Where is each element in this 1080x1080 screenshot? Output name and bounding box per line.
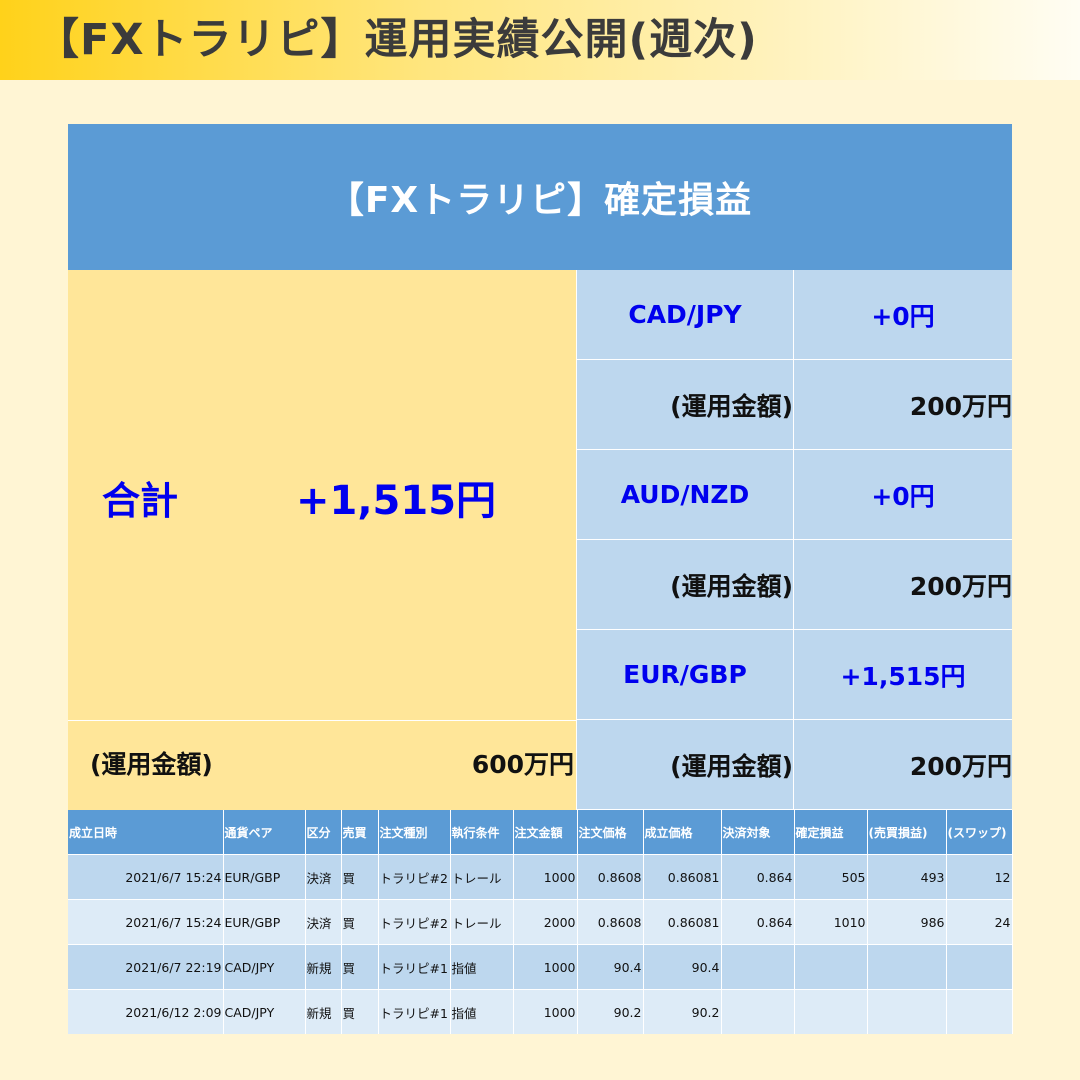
table-cell: 24 — [946, 899, 1013, 945]
pair-capital-label: (運用金額) — [576, 360, 793, 450]
pair-profit: +0円 — [793, 450, 1012, 540]
table-cell: 0.86081 — [643, 899, 722, 945]
table-cell: EUR/GBP — [223, 854, 306, 900]
table-row: 2021/6/7 15:24 EUR/GBP 決済 買 トラリピ#2 トレール … — [68, 854, 1013, 900]
column-header: 確定損益 — [794, 810, 868, 855]
column-header: 注文種別 — [378, 810, 451, 855]
table-cell: 1010 — [794, 899, 868, 945]
pair-capital-value: 200万円 — [793, 360, 1012, 450]
table-cell: トレール — [450, 854, 514, 900]
trade-table: 成立日時 通貨ペア 区分 売買 注文種別 執行条件 注文金額 注文価格 成立価格… — [68, 810, 1013, 1034]
table-cell: 90.2 — [643, 989, 722, 1034]
table-row: 2021/6/12 2:09 CAD/JPY 新規 買 トラリピ#1 指値 10… — [68, 989, 1013, 1034]
pair-name: AUD/NZD — [576, 450, 793, 540]
table-cell: 買 — [341, 989, 379, 1034]
total-label: 合計 — [102, 479, 179, 523]
table-cell: 2021/6/7 15:24 — [68, 899, 224, 945]
panel-header: 【FXトラリピ】確定損益 — [68, 124, 1012, 270]
table-cell: 新規 — [305, 989, 342, 1034]
table-cell: 986 — [867, 899, 947, 945]
table-cell: トレール — [450, 899, 514, 945]
column-header: 成立価格 — [643, 810, 722, 855]
table-header-row: 成立日時 通貨ペア 区分 売買 注文種別 執行条件 注文金額 注文価格 成立価格… — [68, 810, 1013, 855]
column-header: 通貨ペア — [223, 810, 306, 855]
total-capital-label: (運用金額) — [90, 750, 213, 779]
table-cell: 12 — [946, 854, 1013, 900]
table-row: 2021/6/7 22:19 CAD/JPY 新規 買 トラリピ#1 指値 10… — [68, 944, 1013, 990]
column-header: (スワップ) — [946, 810, 1013, 855]
table-cell — [867, 989, 947, 1034]
column-header: 売買 — [341, 810, 379, 855]
table-cell: トラリピ#2 — [378, 899, 451, 945]
column-header: (売買損益) — [867, 810, 947, 855]
total-capital-row: (運用金額) 600万円 — [68, 720, 576, 810]
pair-grid: CAD/JPY +0円 (運用金額) 200万円 AUD/NZD +0円 (運用… — [576, 270, 1012, 810]
table-cell: 指値 — [450, 989, 514, 1034]
pair-profit: +1,515円 — [793, 630, 1012, 720]
pair-capital-value: 200万円 — [793, 540, 1012, 630]
table-cell — [721, 944, 795, 990]
total-box: 合計 +1,515円 — [68, 270, 576, 720]
table-cell: 1000 — [513, 854, 578, 900]
table-cell: 0.86081 — [643, 854, 722, 900]
table-cell: 493 — [867, 854, 947, 900]
table-cell — [946, 944, 1013, 990]
table-cell: トラリピ#2 — [378, 854, 451, 900]
table-cell: トラリピ#1 — [378, 944, 451, 990]
pair-capital-value: 200万円 — [793, 720, 1012, 810]
table-cell: 2000 — [513, 899, 578, 945]
table-cell: 0.8608 — [577, 899, 644, 945]
table-cell: 0.8608 — [577, 854, 644, 900]
table-cell: 買 — [341, 944, 379, 990]
total-capital-value: 600万円 — [471, 750, 574, 779]
column-header: 成立日時 — [68, 810, 224, 855]
table-cell — [721, 989, 795, 1034]
table-cell: 1000 — [513, 944, 578, 990]
table-cell: 決済 — [305, 854, 342, 900]
column-header: 区分 — [305, 810, 342, 855]
pair-capital-label: (運用金額) — [576, 720, 793, 810]
table-cell — [946, 989, 1013, 1034]
top-banner — [0, 0, 1080, 80]
table-cell: 2021/6/7 15:24 — [68, 854, 224, 900]
column-header: 執行条件 — [450, 810, 514, 855]
table-cell: トラリピ#1 — [378, 989, 451, 1034]
table-cell: 90.2 — [577, 989, 644, 1034]
pair-name: EUR/GBP — [576, 630, 793, 720]
table-cell: 決済 — [305, 899, 342, 945]
pair-profit: +0円 — [793, 270, 1012, 360]
table-cell: 2021/6/7 22:19 — [68, 944, 224, 990]
table-cell: 90.4 — [577, 944, 644, 990]
table-cell: 2021/6/12 2:09 — [68, 989, 224, 1034]
table-cell: 買 — [341, 854, 379, 900]
table-cell: 新規 — [305, 944, 342, 990]
table-cell: 1000 — [513, 989, 578, 1034]
table-cell: EUR/GBP — [223, 899, 306, 945]
column-header: 決済対象 — [721, 810, 795, 855]
table-cell: 買 — [341, 899, 379, 945]
total-value: +1,515円 — [296, 478, 497, 524]
table-cell — [794, 944, 868, 990]
table-cell — [867, 944, 947, 990]
table-row: 2021/6/7 15:24 EUR/GBP 決済 買 トラリピ#2 トレール … — [68, 899, 1013, 945]
table-cell: 指値 — [450, 944, 514, 990]
table-cell: 505 — [794, 854, 868, 900]
page-title: 【FXトラリピ】運用実績公開(週次) — [36, 15, 758, 65]
table-cell: 0.864 — [721, 899, 795, 945]
column-header: 注文金額 — [513, 810, 578, 855]
table-cell: CAD/JPY — [223, 944, 306, 990]
table-cell: CAD/JPY — [223, 989, 306, 1034]
pair-capital-label: (運用金額) — [576, 540, 793, 630]
table-cell: 0.864 — [721, 854, 795, 900]
column-header: 注文価格 — [577, 810, 644, 855]
table-cell — [794, 989, 868, 1034]
pair-name: CAD/JPY — [576, 270, 793, 360]
table-cell: 90.4 — [643, 944, 722, 990]
